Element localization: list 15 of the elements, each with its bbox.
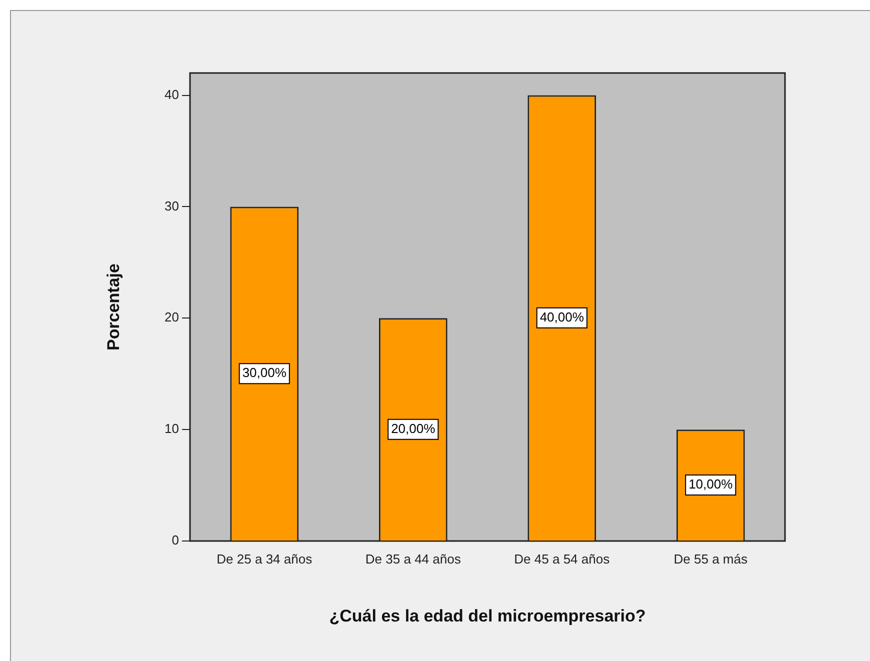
x-tick-label: De 25 a 34 años (216, 551, 313, 566)
data-label: 40,00% (540, 309, 584, 324)
y-tick-label: 10 (164, 421, 179, 436)
data-label: 30,00% (242, 365, 287, 380)
x-tick-label: De 45 a 54 años (514, 551, 610, 566)
y-tick-label: 0 (172, 532, 179, 548)
x-axis-title: ¿Cuál es la edad del microempresario? (329, 606, 646, 626)
x-tick-label: De 55 a más (674, 551, 748, 566)
data-label: 20,00% (391, 420, 436, 436)
y-tick-label: 20 (164, 310, 179, 325)
data-label: 10,00% (688, 476, 734, 492)
y-tick-label: 40 (164, 86, 179, 102)
y-axis-title: Porcentaje (104, 264, 123, 350)
y-tick-label: 30 (164, 198, 179, 214)
x-tick-label: De 35 a 44 años (365, 551, 462, 566)
